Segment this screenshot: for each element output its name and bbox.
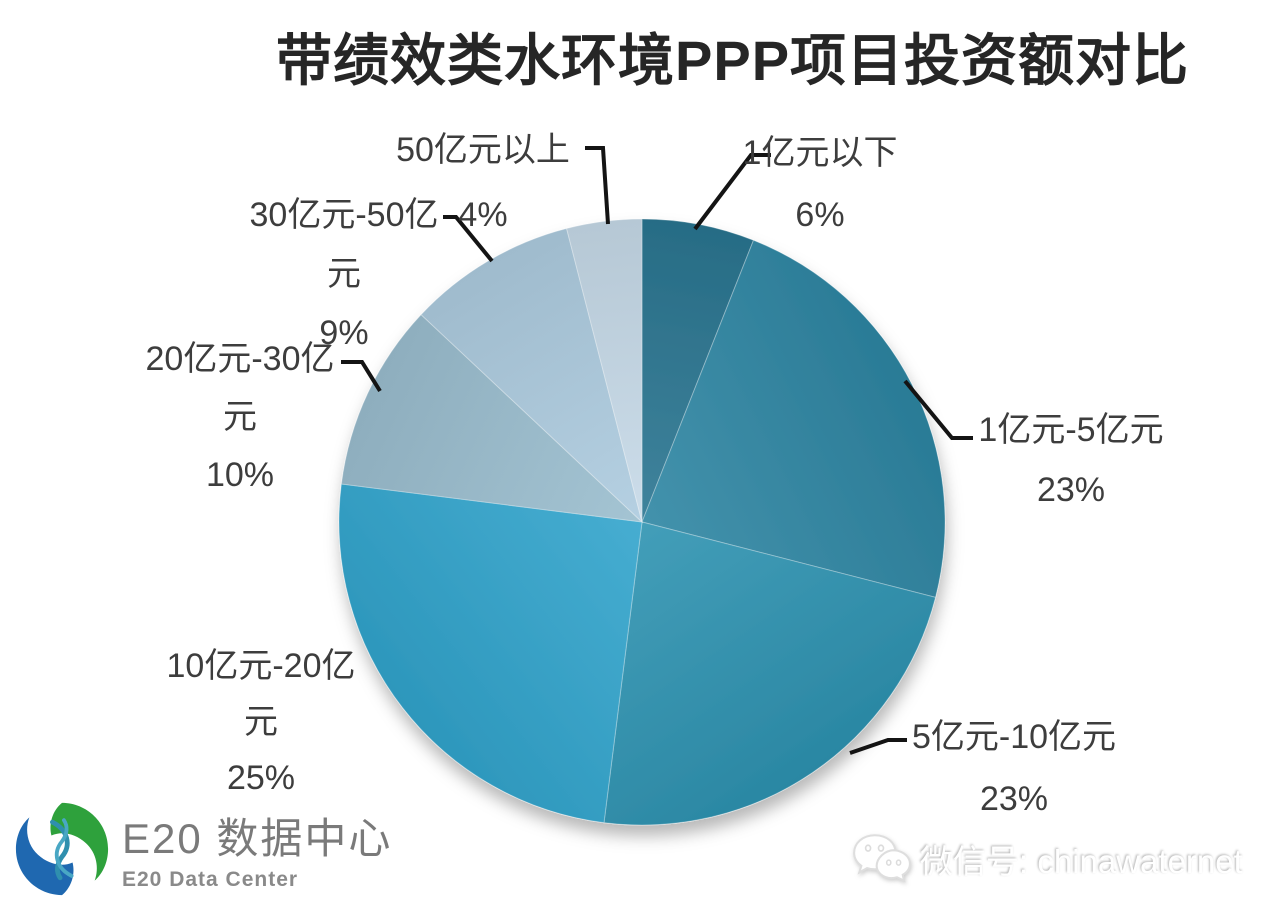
pie-callout-6: 50亿元以上 4% — [396, 118, 570, 248]
e20-logo-text: E20 数据中心 E20 Data Center — [122, 798, 392, 892]
pie-callout-5: 30亿元-50亿元 9% — [250, 186, 439, 363]
callout-line: 5亿元-10亿元 — [911, 718, 1117, 756]
chart-title: 带绩效类水环境PPP项目投资额对比 — [276, 29, 1190, 92]
logo-subtitle: E20 Data Center — [122, 868, 299, 891]
callout-line: 10亿元-20亿 — [166, 647, 356, 685]
callout-line: 9% — [319, 314, 369, 352]
leader-line-2 — [849, 738, 907, 755]
callout-line: 30亿元-50亿 — [249, 196, 439, 234]
pie-callout-1: 1亿元-5亿元 23% — [978, 400, 1163, 520]
logo-teal-stroke — [50, 819, 70, 881]
pie-slices-group — [338, 218, 946, 826]
pie-callout-3: 10亿元-20亿元 25% — [167, 638, 356, 806]
pie-callout-2: 5亿元-10亿元 23% — [912, 706, 1116, 830]
pie-slice-1 — [641, 239, 946, 599]
logo-title: E20 数据中心 — [122, 815, 393, 862]
callout-line: 25% — [226, 759, 296, 797]
callout-line: 23% — [1036, 471, 1106, 509]
callout-line: 20亿元-30亿 — [145, 340, 335, 378]
callout-line: 50亿元以上 — [396, 131, 570, 169]
wechat-watermark: 微信号: chinawaternet — [850, 832, 1243, 886]
leader-line-6 — [585, 146, 610, 225]
logo-teal-stroke-2 — [54, 818, 74, 878]
callout-line: 10% — [205, 456, 275, 494]
leader-line-1 — [903, 379, 973, 440]
callout-line: 元 — [327, 255, 361, 293]
pie-slice-2 — [603, 521, 937, 826]
leader-line-0 — [693, 153, 771, 231]
pie-callout-0: 1亿元以下 6% — [743, 122, 898, 246]
callout-line: 6% — [795, 196, 845, 234]
pie-slice-6 — [565, 218, 643, 523]
e20-logo-icon — [15, 802, 109, 896]
callout-line: 4% — [458, 196, 508, 234]
pie-callout-4: 20亿元-30亿元 10% — [146, 330, 335, 504]
leader-line-4 — [341, 360, 382, 393]
wechat-id-text: 微信号: chinawaternet — [920, 843, 1243, 880]
e20-logo: E20 数据中心 E20 Data Center — [14, 798, 392, 900]
pie-slice-3 — [338, 483, 643, 824]
pie-slice-5 — [420, 227, 643, 524]
wechat-icon — [853, 834, 911, 883]
callout-line: 元 — [223, 398, 257, 436]
pie-slice-4 — [340, 313, 644, 523]
callout-line: 23% — [979, 780, 1049, 818]
callout-line: 1亿元以下 — [742, 134, 898, 172]
leader-line-5 — [443, 215, 494, 263]
callout-line: 元 — [244, 703, 278, 741]
callout-line: 1亿元-5亿元 — [978, 411, 1164, 449]
